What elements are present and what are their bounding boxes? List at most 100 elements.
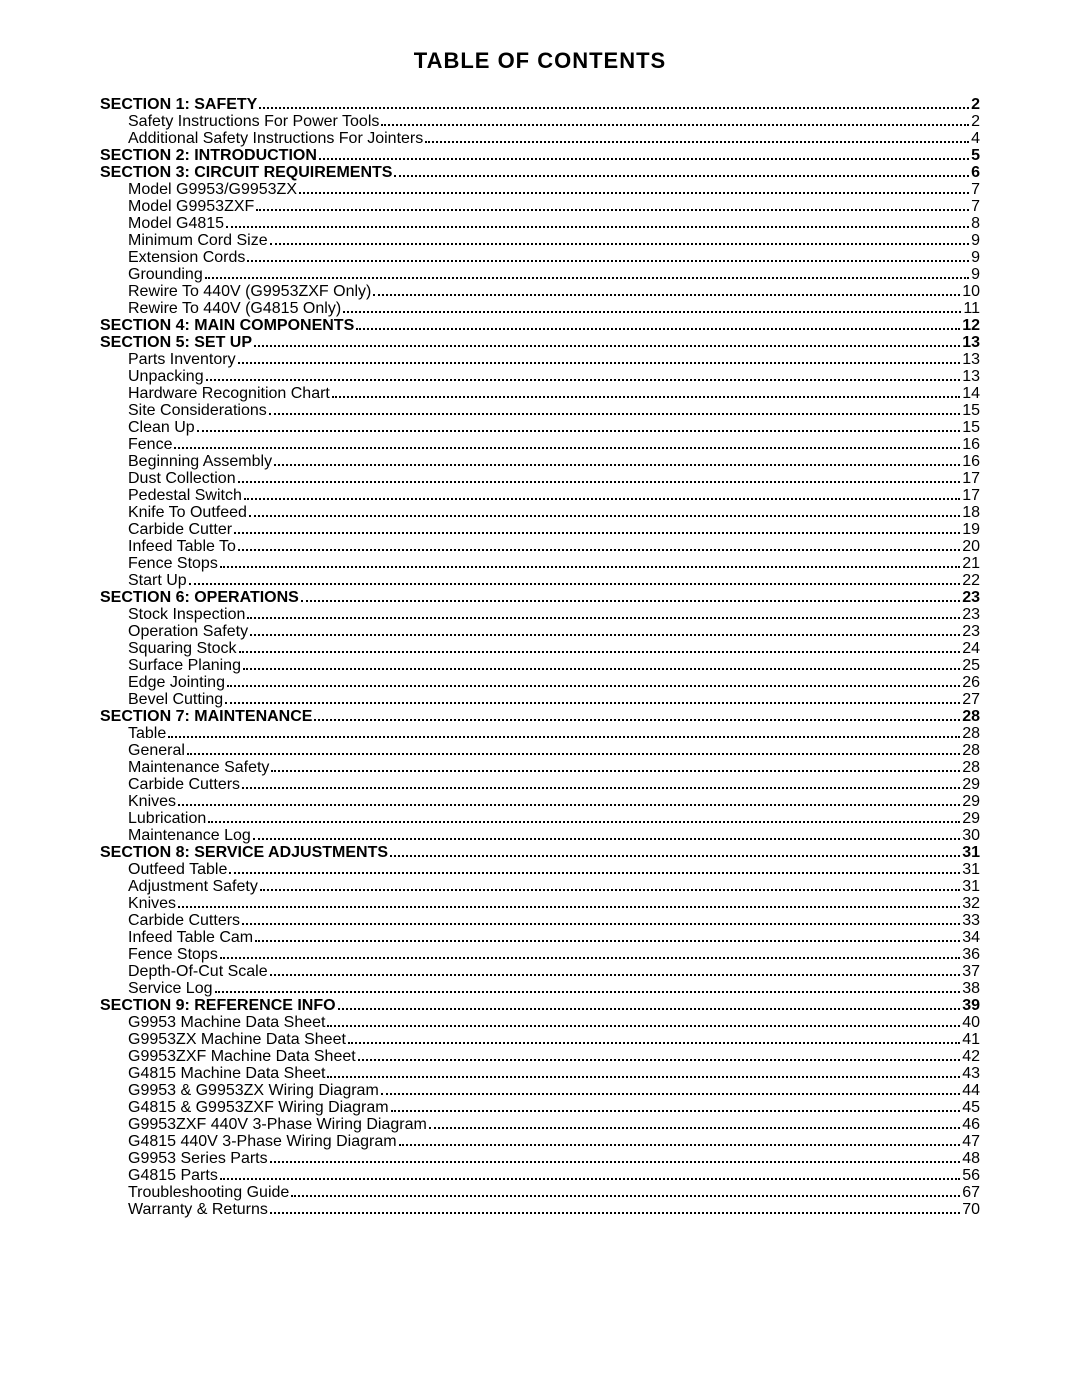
toc-leader bbox=[220, 957, 960, 959]
toc-section-row: SECTION 2: INTRODUCTION5 bbox=[100, 147, 980, 164]
toc-item-label: Table bbox=[128, 726, 166, 742]
toc-item-page: 7 bbox=[971, 182, 980, 198]
toc-leader bbox=[343, 311, 961, 313]
toc-leader bbox=[260, 889, 960, 891]
toc-section-page: 13 bbox=[962, 335, 980, 351]
toc-section-label: SECTION 6: OPERATIONS bbox=[100, 590, 299, 606]
toc-leader bbox=[381, 1093, 960, 1095]
toc-item-label: Parts Inventory bbox=[128, 352, 236, 368]
toc-leader bbox=[338, 1008, 961, 1010]
toc-leader bbox=[429, 1127, 960, 1129]
toc-section-row: SECTION 5: SET UP 13 bbox=[100, 334, 980, 351]
toc-item-label: Rewire To 440V (G9953ZXF Only) bbox=[128, 284, 371, 300]
toc-item-label: Fence bbox=[128, 437, 172, 453]
toc-item-label: G9953ZXF 440V 3-Phase Wiring Diagram bbox=[128, 1117, 427, 1133]
toc-item-label: Carbide Cutters bbox=[128, 913, 240, 929]
toc-item-label: G4815 Parts bbox=[128, 1168, 218, 1184]
toc-section-label: SECTION 3: CIRCUIT REQUIREMENTS bbox=[100, 165, 392, 181]
toc-item-row: Beginning Assembly16 bbox=[128, 453, 980, 470]
toc-item-page: 43 bbox=[962, 1066, 980, 1082]
toc-leader bbox=[239, 651, 961, 653]
toc-leader bbox=[348, 1042, 960, 1044]
toc-leader bbox=[244, 498, 960, 500]
toc-leader bbox=[249, 515, 960, 517]
toc-item-label: General bbox=[128, 743, 185, 759]
toc-item-row: Knives29 bbox=[128, 793, 980, 810]
toc-leader bbox=[242, 787, 960, 789]
page: TABLE OF CONTENTS SECTION 1: SAFETY2Safe… bbox=[0, 0, 1080, 1397]
toc-leader bbox=[178, 804, 960, 806]
toc-item-page: 31 bbox=[962, 862, 980, 878]
toc-item-row: Bevel Cutting27 bbox=[128, 691, 980, 708]
toc-section-page: 39 bbox=[962, 998, 980, 1014]
toc-item-row: Minimum Cord Size9 bbox=[128, 232, 980, 249]
toc-item-page: 38 bbox=[962, 981, 980, 997]
toc-leader bbox=[227, 685, 960, 687]
toc-item-label: G9953ZX Machine Data Sheet bbox=[128, 1032, 346, 1048]
toc-item-page: 28 bbox=[962, 726, 980, 742]
toc-leader bbox=[234, 532, 960, 534]
toc-item-row: Troubleshooting Guide67 bbox=[128, 1184, 980, 1201]
toc-leader bbox=[247, 260, 969, 262]
toc-leader bbox=[319, 158, 969, 160]
toc-leader bbox=[253, 838, 960, 840]
toc-leader bbox=[373, 294, 960, 296]
toc-item-label: Clean Up bbox=[128, 420, 195, 436]
toc-leader bbox=[381, 124, 969, 126]
toc-item-label: Maintenance Log bbox=[128, 828, 251, 844]
toc-item-label: Infeed Table Cam bbox=[128, 930, 253, 946]
toc-item-row: Grounding9 bbox=[128, 266, 980, 283]
toc-item-row: G9953ZXF 440V 3-Phase Wiring Diagram46 bbox=[128, 1116, 980, 1133]
toc-item-label: Knives bbox=[128, 794, 176, 810]
toc-leader bbox=[229, 872, 960, 874]
toc-item-page: 45 bbox=[962, 1100, 980, 1116]
toc-leader bbox=[178, 906, 960, 908]
toc-item-label: Lubrication bbox=[128, 811, 206, 827]
toc-item-row: G9953ZX Machine Data Sheet 41 bbox=[128, 1031, 980, 1048]
toc-leader bbox=[247, 617, 960, 619]
toc-item-label: Troubleshooting Guide bbox=[128, 1185, 289, 1201]
toc-leader bbox=[174, 447, 960, 449]
toc-section-label: SECTION 2: INTRODUCTION bbox=[100, 148, 317, 164]
toc-leader bbox=[205, 277, 969, 279]
toc-section-page: 12 bbox=[962, 318, 980, 334]
toc-item-row: G4815 Machine Data Sheet43 bbox=[128, 1065, 980, 1082]
toc-item-label: Carbide Cutters bbox=[128, 777, 240, 793]
toc-item-label: G9953 Machine Data Sheet bbox=[128, 1015, 325, 1031]
toc-item-page: 56 bbox=[962, 1168, 980, 1184]
toc-item-label: Unpacking bbox=[128, 369, 204, 385]
toc-item-row: Edge Jointing26 bbox=[128, 674, 980, 691]
toc-item-label: Model G4815 bbox=[128, 216, 224, 232]
toc-item-label: Fence Stops bbox=[128, 947, 218, 963]
toc-leader bbox=[189, 583, 961, 585]
toc-leader bbox=[274, 464, 960, 466]
toc-item-page: 18 bbox=[962, 505, 980, 521]
toc-section-page: 28 bbox=[962, 709, 980, 725]
toc-item-page: 10 bbox=[962, 284, 980, 300]
toc-leader bbox=[242, 923, 960, 925]
toc-leader bbox=[327, 1076, 960, 1078]
toc-leader bbox=[332, 396, 960, 398]
toc-leader bbox=[394, 175, 969, 177]
toc-section-row: SECTION 4: MAIN COMPONENTS12 bbox=[100, 317, 980, 334]
toc-leader bbox=[226, 226, 969, 228]
toc-item-row: Infeed Table Cam34 bbox=[128, 929, 980, 946]
toc-item-label: Fence Stops bbox=[128, 556, 218, 572]
toc-item-row: Infeed Table To20 bbox=[128, 538, 980, 555]
toc-item-label: G9953ZXF Machine Data Sheet bbox=[128, 1049, 356, 1065]
toc-item-row: Model G9953/G9953ZX7 bbox=[128, 181, 980, 198]
toc-item-page: 26 bbox=[962, 675, 980, 691]
toc-item-page: 30 bbox=[962, 828, 980, 844]
toc-item-row: Knives32 bbox=[128, 895, 980, 912]
toc-item-page: 31 bbox=[962, 879, 980, 895]
toc-item-row: General28 bbox=[128, 742, 980, 759]
toc-item-page: 2 bbox=[971, 114, 980, 130]
toc-item-label: Model G9953ZXF bbox=[128, 199, 254, 215]
toc-item-row: Hardware Recognition Chart14 bbox=[128, 385, 980, 402]
toc-item-page: 41 bbox=[962, 1032, 980, 1048]
toc-section-label: SECTION 5: SET UP bbox=[100, 335, 252, 351]
toc-item-page: 9 bbox=[971, 233, 980, 249]
toc-item-page: 19 bbox=[962, 522, 980, 538]
toc-item-label: Stock Inspection bbox=[128, 607, 245, 623]
toc-item-row: Model G48158 bbox=[128, 215, 980, 232]
